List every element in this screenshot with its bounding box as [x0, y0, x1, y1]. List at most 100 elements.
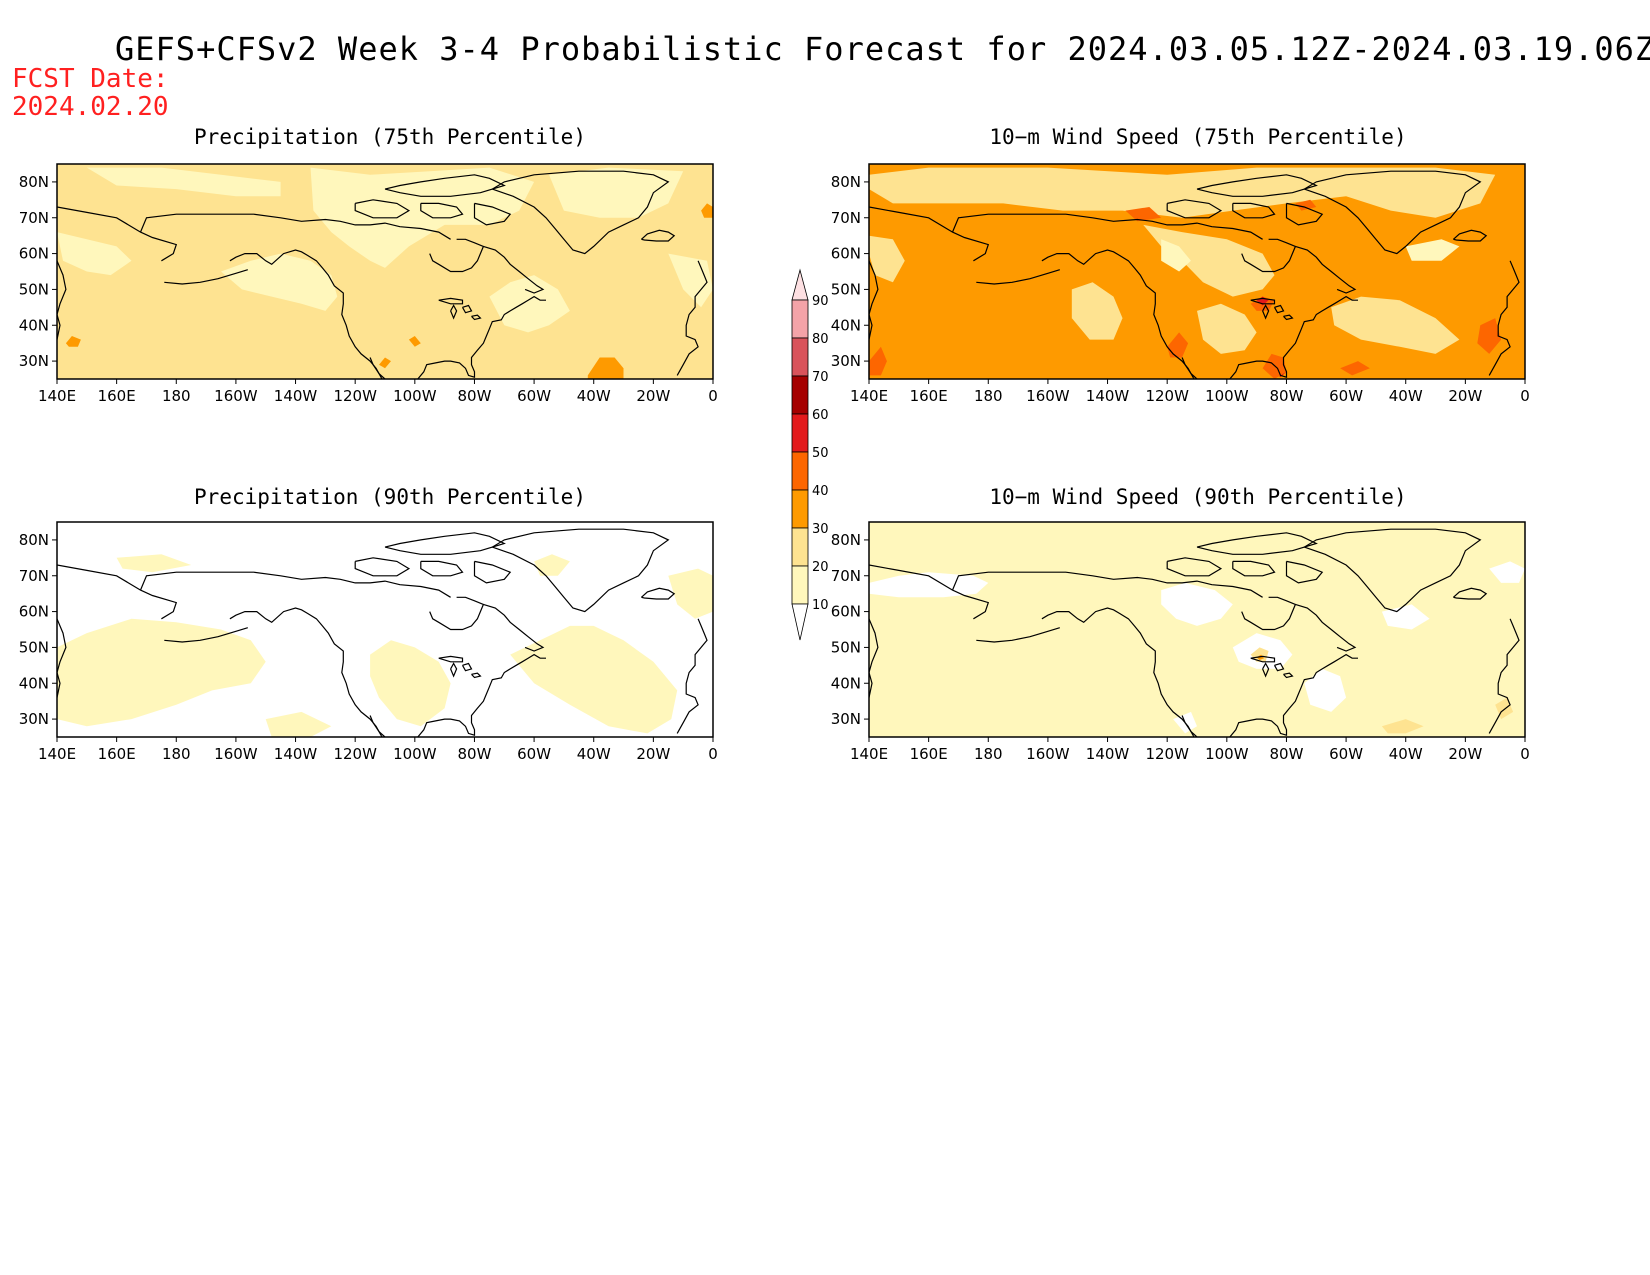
coastline	[57, 564, 178, 620]
contour-region	[57, 232, 132, 276]
lat-tick-label: 80N	[831, 173, 861, 191]
lat-tick-label: 30N	[831, 352, 861, 370]
coastline	[229, 607, 383, 737]
lon-tick-label: 0	[708, 387, 718, 405]
panel-title-wind-75: 10−m Wind Speed (75th Percentile)	[989, 125, 1407, 149]
colorbar-label: 30	[812, 522, 829, 537]
coastline	[438, 655, 464, 663]
contour-region	[489, 275, 570, 333]
panel-title-precip-75: Precipitation (75th Percentile)	[194, 125, 586, 149]
contour-region	[265, 711, 332, 737]
lon-tick-label: 160E	[98, 745, 136, 763]
lon-tick-label: 140E	[850, 745, 888, 763]
coastline	[420, 560, 464, 577]
coastline	[1273, 304, 1285, 314]
colorbar-label: 40	[812, 484, 829, 499]
lon-tick-label: 100W	[393, 745, 437, 763]
lon-tick-label: 160E	[910, 387, 948, 405]
map-panel-precip-90: 140E 160E 180 160W 140W 120W 100W 80W 60W 40W 20W 0…	[19, 521, 718, 763]
coastline	[483, 245, 545, 294]
contour-fill-group	[869, 561, 1525, 734]
coastline	[1250, 297, 1276, 305]
coastline	[438, 297, 464, 305]
lon-tick-label: 140W	[274, 387, 318, 405]
contour-region	[408, 336, 421, 347]
colorbar-label: 60	[812, 408, 829, 423]
coastline	[1285, 202, 1324, 226]
lon-tick-label: 20W	[1448, 745, 1482, 763]
coastline	[139, 213, 451, 240]
lon-tick-label: 160W	[214, 745, 258, 763]
lon-tick-label: 180	[162, 745, 191, 763]
lon-tick-label: 20W	[636, 745, 670, 763]
lon-tick-label: 140W	[1086, 745, 1130, 763]
coastline-group	[869, 528, 1520, 737]
lat-tick-label: 40N	[19, 316, 49, 334]
lat-tick-label: 60N	[831, 245, 861, 263]
coastline	[473, 560, 512, 584]
lon-tick-label: 80W	[457, 387, 491, 405]
colorbar-label: 20	[812, 560, 829, 575]
contour-region	[869, 572, 989, 598]
contour-fill-group	[869, 167, 1502, 379]
coastline	[1262, 662, 1270, 678]
coastline	[164, 627, 248, 643]
lon-tick-label: 140W	[1086, 387, 1130, 405]
coastline	[1196, 174, 1318, 197]
contour-region	[1304, 668, 1347, 712]
coastline	[1166, 199, 1223, 219]
coastline	[491, 170, 670, 255]
coastline	[1303, 528, 1482, 613]
lat-tick-label: 60N	[831, 603, 861, 621]
lat-tick-label: 50N	[831, 638, 861, 656]
contour-region	[1125, 207, 1162, 222]
lon-tick-label: 160E	[910, 745, 948, 763]
lat-tick-label: 40N	[19, 674, 49, 692]
lon-tick-label: 80W	[1269, 745, 1303, 763]
lat-tick-label: 30N	[19, 352, 49, 370]
colorbar-label: 90	[812, 294, 829, 309]
contour-region	[1167, 332, 1189, 358]
coastline	[1295, 245, 1357, 294]
contour-region	[379, 357, 391, 369]
contour-region	[701, 203, 713, 218]
contour-region	[510, 625, 678, 734]
coastline	[471, 672, 482, 679]
coastline	[229, 249, 383, 379]
contour-region	[1161, 239, 1191, 272]
contour-region	[1161, 582, 1233, 626]
lat-tick-label: 80N	[19, 531, 49, 549]
colorbar-swatch	[791, 299, 809, 339]
map-background-fill	[869, 522, 1525, 737]
coastline	[1295, 603, 1357, 652]
coastline	[1283, 672, 1294, 679]
contour-region	[1477, 318, 1502, 354]
coastline	[1262, 304, 1270, 320]
coastline	[869, 618, 879, 698]
lat-tick-label: 60N	[19, 603, 49, 621]
coastline	[354, 557, 411, 577]
lon-tick-label: 140E	[38, 745, 76, 763]
lon-tick-label: 160W	[1026, 745, 1070, 763]
coastline	[1232, 202, 1276, 219]
coastline	[491, 528, 670, 613]
coastline	[1181, 715, 1198, 737]
coastline	[1488, 618, 1520, 734]
coastline	[369, 357, 386, 379]
coastline-group	[869, 170, 1520, 379]
lat-tick-label: 40N	[831, 674, 861, 692]
contour-region	[534, 554, 570, 576]
contour-region	[869, 167, 1496, 218]
lon-tick-label: 180	[162, 387, 191, 405]
fcst-date-label: FCST Date:	[12, 64, 169, 94]
contour-region	[1405, 239, 1460, 261]
lon-tick-label: 120W	[333, 745, 377, 763]
colorbar-legend: 90 80 70 60 50 40 30 20 10	[791, 268, 829, 641]
lon-tick-label: 60W	[1329, 745, 1363, 763]
coastline	[483, 603, 545, 652]
map-panel-precip-75: 140E 160E 180 160W 140W 120W 100W 80W 60W 40W 20W 0…	[19, 163, 718, 405]
contour-region	[1197, 303, 1257, 354]
lon-tick-label: 140E	[850, 387, 888, 405]
contour-region	[1489, 561, 1525, 583]
colorbar-bottom-arrow	[791, 603, 809, 641]
